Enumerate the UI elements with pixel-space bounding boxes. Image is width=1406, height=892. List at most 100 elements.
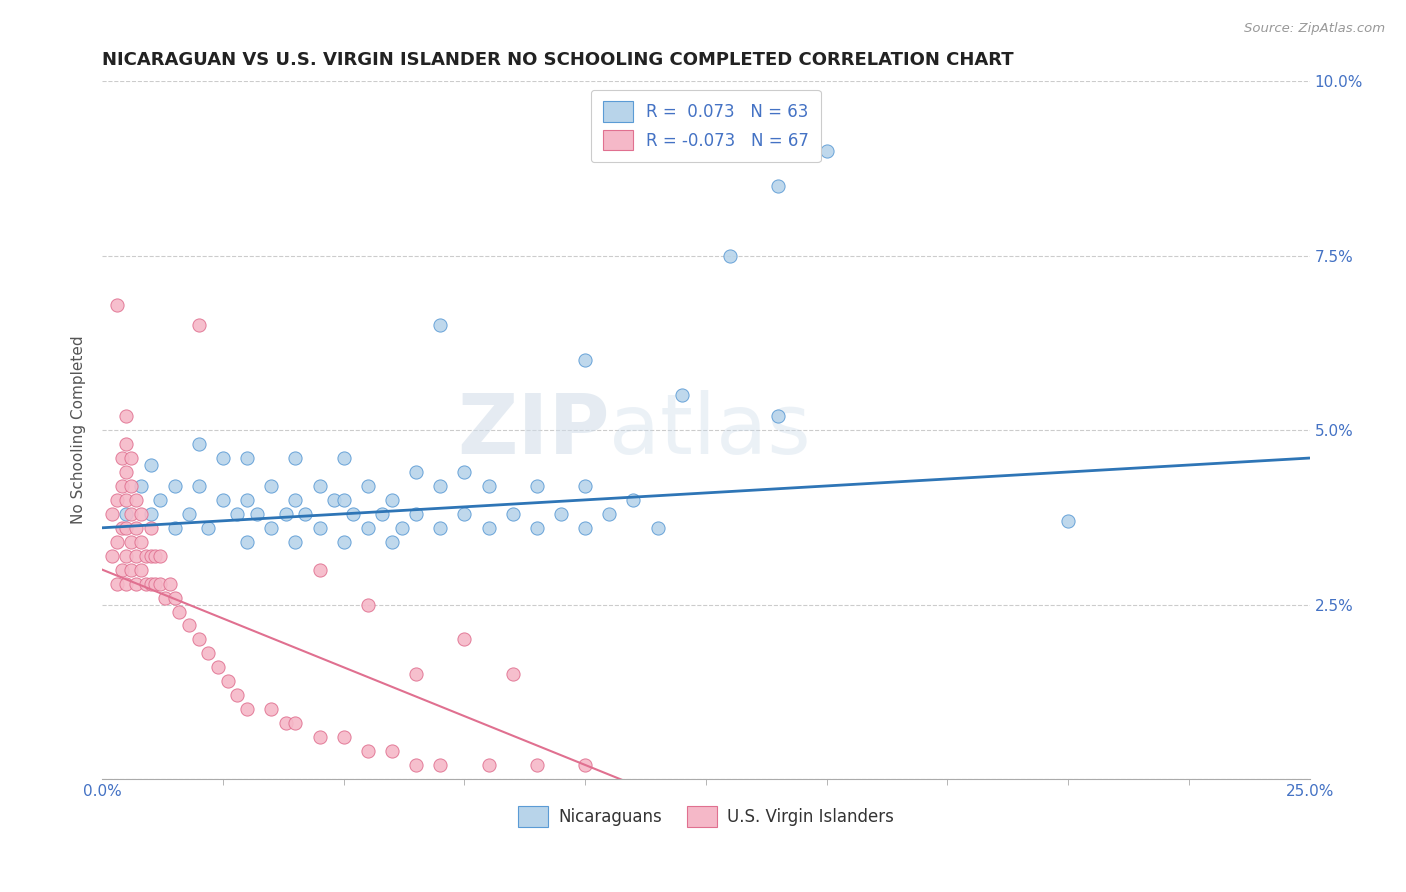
Point	[1057, 514, 1080, 528]
Point	[115, 549, 138, 563]
Point	[815, 144, 838, 158]
Text: Source: ZipAtlas.com: Source: ZipAtlas.com	[1244, 22, 1385, 36]
Point	[332, 534, 354, 549]
Point	[323, 492, 346, 507]
Point	[453, 507, 475, 521]
Legend: Nicaraguans, U.S. Virgin Islanders: Nicaraguans, U.S. Virgin Islanders	[512, 800, 900, 833]
Point	[357, 744, 380, 758]
Point	[381, 534, 404, 549]
Point	[163, 521, 186, 535]
Point	[502, 507, 524, 521]
Point	[647, 521, 669, 535]
Point	[226, 688, 249, 702]
Point	[478, 479, 501, 493]
Point	[115, 507, 138, 521]
Point	[405, 507, 427, 521]
Point	[149, 492, 172, 507]
Point	[246, 507, 269, 521]
Point	[332, 450, 354, 465]
Point	[236, 702, 259, 716]
Point	[274, 716, 297, 731]
Point	[187, 318, 209, 333]
Point	[115, 409, 138, 424]
Point	[332, 730, 354, 744]
Point	[453, 632, 475, 647]
Point	[260, 479, 283, 493]
Point	[391, 521, 413, 535]
Point	[405, 758, 427, 772]
Text: atlas: atlas	[609, 390, 811, 471]
Point	[478, 521, 501, 535]
Point	[526, 758, 548, 772]
Point	[768, 409, 790, 424]
Point	[284, 450, 307, 465]
Point	[125, 492, 148, 507]
Point	[226, 507, 249, 521]
Point	[139, 576, 162, 591]
Point	[105, 492, 128, 507]
Point	[125, 576, 148, 591]
Point	[129, 507, 152, 521]
Point	[135, 576, 157, 591]
Point	[139, 521, 162, 535]
Point	[308, 521, 330, 535]
Point	[308, 563, 330, 577]
Point	[120, 450, 142, 465]
Point	[274, 507, 297, 521]
Point	[139, 458, 162, 472]
Point	[217, 674, 239, 689]
Point	[405, 667, 427, 681]
Point	[207, 660, 229, 674]
Point	[169, 605, 191, 619]
Point	[179, 507, 201, 521]
Point	[284, 534, 307, 549]
Point	[105, 297, 128, 311]
Point	[153, 591, 176, 605]
Point	[120, 534, 142, 549]
Point	[429, 479, 451, 493]
Point	[115, 521, 138, 535]
Point	[574, 479, 596, 493]
Point	[129, 479, 152, 493]
Point	[115, 492, 138, 507]
Point	[718, 249, 741, 263]
Point	[453, 465, 475, 479]
Point	[308, 479, 330, 493]
Text: NICARAGUAN VS U.S. VIRGIN ISLANDER NO SCHOOLING COMPLETED CORRELATION CHART: NICARAGUAN VS U.S. VIRGIN ISLANDER NO SC…	[103, 51, 1014, 69]
Point	[187, 479, 209, 493]
Point	[159, 576, 181, 591]
Point	[574, 353, 596, 368]
Point	[187, 632, 209, 647]
Point	[110, 450, 132, 465]
Point	[212, 492, 235, 507]
Point	[135, 549, 157, 563]
Y-axis label: No Schooling Completed: No Schooling Completed	[72, 335, 86, 524]
Point	[671, 388, 693, 402]
Point	[129, 534, 152, 549]
Point	[179, 618, 201, 632]
Point	[125, 549, 148, 563]
Point	[502, 667, 524, 681]
Point	[105, 534, 128, 549]
Point	[284, 492, 307, 507]
Point	[105, 576, 128, 591]
Point	[574, 521, 596, 535]
Point	[120, 563, 142, 577]
Point	[149, 549, 172, 563]
Point	[120, 479, 142, 493]
Point	[260, 521, 283, 535]
Point	[308, 730, 330, 744]
Point	[260, 702, 283, 716]
Point	[294, 507, 316, 521]
Point	[115, 437, 138, 451]
Text: ZIP: ZIP	[457, 390, 609, 471]
Point	[526, 521, 548, 535]
Point	[110, 563, 132, 577]
Point	[236, 492, 259, 507]
Point	[357, 598, 380, 612]
Point	[342, 507, 364, 521]
Point	[768, 179, 790, 194]
Point	[149, 576, 172, 591]
Point	[429, 521, 451, 535]
Point	[163, 479, 186, 493]
